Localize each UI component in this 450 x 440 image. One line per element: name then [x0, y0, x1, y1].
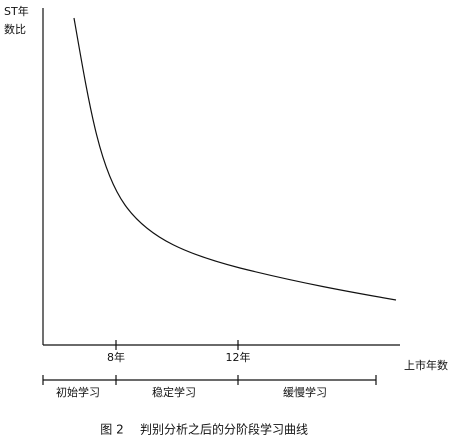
- stage-label: 稳定学习: [152, 385, 196, 399]
- y-axis-label: 数比: [4, 23, 26, 36]
- stage-label: 缓慢学习: [283, 385, 327, 399]
- figure-caption: 判别分析之后的分阶段学习曲线: [140, 422, 308, 437]
- x-axis-label: 上市年数: [404, 358, 448, 372]
- x-tick-label: 12年: [226, 350, 251, 364]
- stage-label: 初始学习: [56, 385, 100, 399]
- learning-curve: [73, 17, 397, 301]
- y-axis-label: ST年: [4, 4, 29, 18]
- figure-number: 图 2: [100, 423, 123, 437]
- x-tick-label: 8年: [107, 350, 125, 364]
